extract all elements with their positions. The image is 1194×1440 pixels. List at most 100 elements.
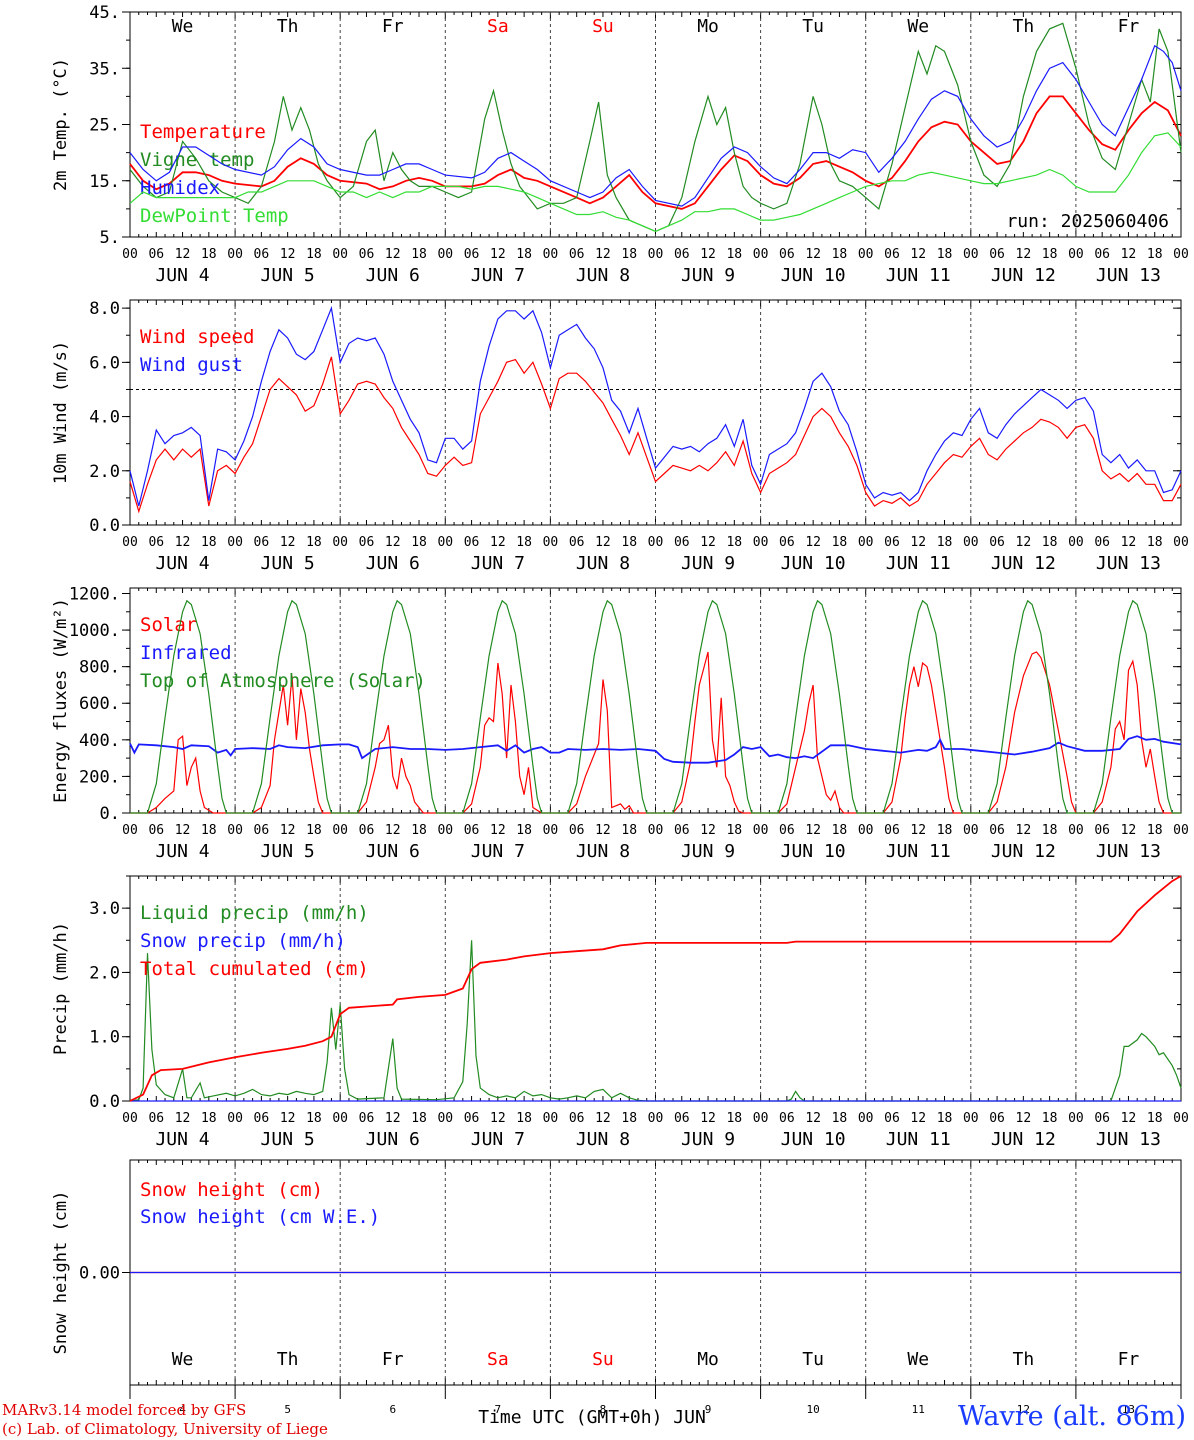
hour-tick-label: 06 [884, 247, 900, 262]
hour-tick-label: 12 [490, 535, 506, 550]
plot-frame [129, 587, 1182, 814]
lab-credit: (c) Lab. of Climatology, University of L… [2, 1420, 328, 1438]
date-label: JUN 8 [576, 553, 630, 574]
hour-tick-label: 06 [884, 823, 900, 838]
hour-tick-label: 06 [148, 535, 164, 550]
series-line-infrared [129, 735, 1182, 764]
hour-tick-label: 12 [595, 535, 611, 550]
y-tick-label: 2.0 [89, 963, 120, 983]
hour-tick-label: 00 [1173, 535, 1189, 550]
legend-entry: Snow height (cm W.E.) [140, 1206, 380, 1228]
hour-tick-label: 18 [411, 823, 427, 838]
hour-tick-label: 18 [1147, 247, 1163, 262]
y-tick-label: 4.0 [89, 408, 120, 428]
weekday-label: Th [277, 1349, 299, 1370]
station-name: Wavre (alt. 86m) [958, 1401, 1186, 1432]
date-label: JUN 12 [991, 265, 1056, 286]
hour-tick-label: 00 [753, 823, 769, 838]
legend-entry: Wind gust [140, 354, 243, 376]
date-label: JUN 9 [681, 841, 735, 862]
hour-tick-label: 00 [753, 1111, 769, 1126]
weekday-label: Th [1013, 16, 1035, 37]
hour-tick-label: 18 [306, 1111, 322, 1126]
hour-tick-label: 00 [122, 823, 138, 838]
hour-tick-label: 12 [280, 535, 296, 550]
hour-tick-label: 06 [359, 247, 375, 262]
hour-tick-label: 00 [963, 535, 979, 550]
day-number-label: 6 [389, 1403, 396, 1416]
date-label: JUN 5 [261, 841, 315, 862]
y-axis-label: Precip (mm/h) [51, 922, 71, 1055]
y-tick-label: 800. [79, 658, 120, 678]
y-tick-label: 45. [89, 3, 120, 23]
hour-tick-label: 06 [1094, 1111, 1110, 1126]
hour-tick-label: 18 [306, 823, 322, 838]
hour-tick-label: 00 [543, 247, 559, 262]
y-tick-label: 1.0 [89, 1028, 120, 1048]
hour-tick-label: 12 [805, 1111, 821, 1126]
panel-energy: 0. 200. 400. 600. 800. 1000. 1200.Energy fluxe… [51, 584, 1189, 862]
hour-tick-label: 18 [937, 247, 953, 262]
y-axis-label: Energy fluxes (W/m²) [51, 598, 71, 803]
y-tick-label: 0.0 [89, 516, 120, 536]
hour-tick-label: 00 [1173, 1111, 1189, 1126]
hour-tick-label: 18 [1042, 1111, 1058, 1126]
hour-tick-label: 00 [437, 1111, 453, 1126]
hour-tick-label: 12 [805, 247, 821, 262]
legend-entry: Top of Atmosphere (Solar) [140, 670, 426, 692]
hour-tick-label: 06 [989, 535, 1005, 550]
hour-tick-label: 00 [332, 1111, 348, 1126]
hour-tick-label: 12 [175, 247, 191, 262]
date-label: JUN 5 [261, 265, 315, 286]
hour-tick-label: 18 [516, 1111, 532, 1126]
series-line-dewpoint-temp [129, 132, 1182, 233]
date-label: JUN 6 [366, 1129, 420, 1150]
date-label: JUN 10 [781, 1129, 846, 1150]
day-number-label: 10 [807, 1403, 820, 1416]
legend-entry: DewPoint Temp [140, 205, 289, 227]
hour-tick-label: 00 [753, 535, 769, 550]
hour-tick-label: 06 [254, 1111, 270, 1126]
hour-tick-label: 12 [280, 247, 296, 262]
hour-tick-label: 12 [175, 823, 191, 838]
y-axis-label: 10m Wind (m/s) [51, 341, 71, 484]
legend-entry: Snow precip (mm/h) [140, 930, 346, 952]
hour-tick-label: 00 [858, 823, 874, 838]
hour-tick-label: 12 [805, 535, 821, 550]
hour-tick-label: 18 [411, 535, 427, 550]
date-label: JUN 12 [991, 841, 1056, 862]
date-label: JUN 6 [366, 553, 420, 574]
hour-tick-label: 12 [595, 823, 611, 838]
date-label: JUN 9 [681, 1129, 735, 1150]
hour-tick-label: 00 [227, 535, 243, 550]
weekday-label: Fr [1118, 1349, 1140, 1370]
day-number-label: 9 [705, 1403, 712, 1416]
hour-tick-label: 06 [359, 1111, 375, 1126]
hour-tick-label: 06 [674, 535, 690, 550]
hour-tick-label: 12 [175, 1111, 191, 1126]
hour-tick-label: 00 [437, 535, 453, 550]
y-tick-label: 400. [79, 731, 120, 751]
date-label: JUN 13 [1096, 265, 1161, 286]
date-label: JUN 4 [155, 553, 209, 574]
hour-tick-label: 12 [385, 1111, 401, 1126]
weekday-label: Th [277, 16, 299, 37]
hour-tick-label: 12 [910, 535, 926, 550]
hour-tick-label: 12 [175, 535, 191, 550]
hour-tick-label: 12 [1121, 823, 1137, 838]
series-line-liquid-precip-mm-h- [129, 940, 1182, 1102]
date-label: JUN 11 [886, 841, 951, 862]
date-label: JUN 7 [471, 1129, 525, 1150]
hour-tick-label: 12 [595, 247, 611, 262]
hour-tick-label: 18 [1042, 535, 1058, 550]
hour-tick-label: 18 [937, 535, 953, 550]
date-label: JUN 9 [681, 553, 735, 574]
hour-tick-label: 00 [332, 535, 348, 550]
legend-entry: Humidex [140, 177, 220, 199]
hour-tick-label: 12 [490, 247, 506, 262]
hour-tick-label: 06 [674, 823, 690, 838]
y-tick-label: 2.0 [89, 462, 120, 482]
panel-wind: 0.0 2.0 4.0 6.0 8.0 10m Wind (m/s) Wind speed W… [51, 299, 1189, 574]
hour-tick-label: 06 [989, 1111, 1005, 1126]
